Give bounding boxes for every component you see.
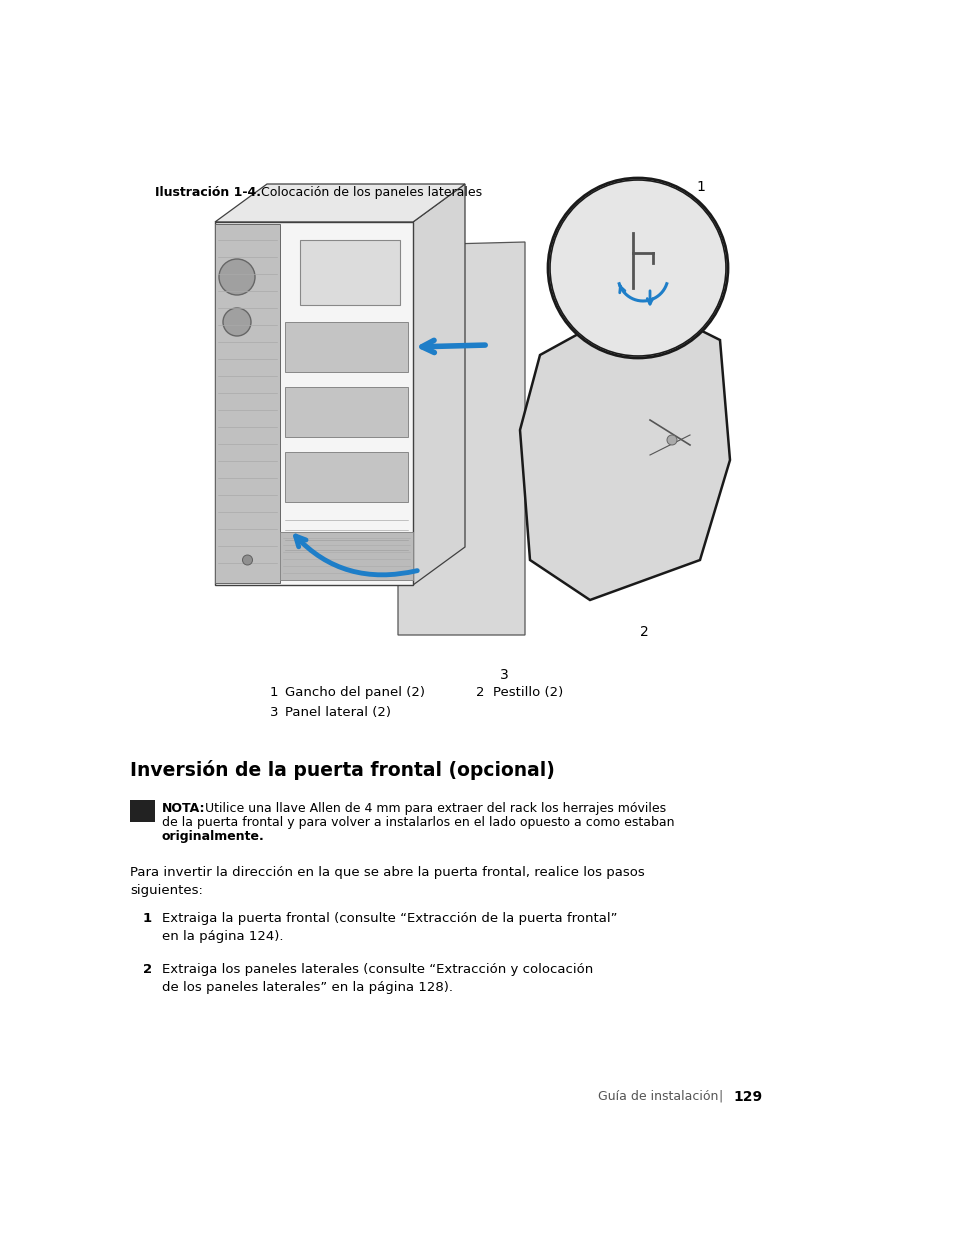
Text: 2: 2 [476,685,484,699]
Text: 129: 129 [732,1091,761,1104]
Text: Para invertir la dirección en la que se abre la puerta frontal, realice los paso: Para invertir la dirección en la que se … [130,866,644,879]
Circle shape [666,435,677,445]
Circle shape [242,555,253,564]
Circle shape [547,178,727,358]
Text: 3: 3 [269,706,277,719]
Text: Extraiga la puerta frontal (consulte “Extracción de la puerta frontal”: Extraiga la puerta frontal (consulte “Ex… [162,911,617,925]
Text: Pestillo (2): Pestillo (2) [493,685,562,699]
Polygon shape [285,322,408,372]
Polygon shape [214,224,280,583]
Text: Extraiga los paneles laterales (consulte “Extracción y colocación: Extraiga los paneles laterales (consulte… [162,963,593,976]
Text: Guía de instalación: Guía de instalación [598,1091,718,1103]
Polygon shape [397,242,524,635]
Polygon shape [413,184,464,585]
Circle shape [219,259,254,295]
Polygon shape [285,452,408,501]
Text: en la página 124).: en la página 124). [162,930,283,944]
Text: 3: 3 [499,668,508,682]
Polygon shape [214,184,464,222]
Text: |: | [718,1091,721,1103]
Polygon shape [280,532,413,580]
Text: Utilice una llave Allen de 4 mm para extraer del rack los herrajes móviles: Utilice una llave Allen de 4 mm para ext… [205,802,665,815]
Polygon shape [285,387,408,437]
Text: Colocación de los paneles laterales: Colocación de los paneles laterales [245,186,481,199]
Text: NOTA:: NOTA: [162,802,205,815]
Circle shape [223,308,251,336]
Text: 2: 2 [143,963,152,976]
Text: Gancho del panel (2): Gancho del panel (2) [285,685,424,699]
Text: 1: 1 [269,685,277,699]
Text: 1: 1 [143,911,152,925]
Text: Ilustración 1-4.: Ilustración 1-4. [154,186,261,199]
Text: originalmente.: originalmente. [162,830,265,844]
Polygon shape [519,300,729,600]
Text: 1: 1 [696,180,704,194]
Text: Panel lateral (2): Panel lateral (2) [285,706,391,719]
Text: 2: 2 [639,625,648,638]
Circle shape [550,180,725,356]
Text: siguientes:: siguientes: [130,884,203,897]
Polygon shape [214,222,413,585]
Text: Inversión de la puerta frontal (opcional): Inversión de la puerta frontal (opcional… [130,760,555,781]
Text: ✏: ✏ [133,820,146,834]
Text: de la puerta frontal y para volver a instalarlos en el lado opuesto a como estab: de la puerta frontal y para volver a ins… [162,816,674,829]
Polygon shape [130,800,154,823]
Polygon shape [299,240,399,305]
Text: de los paneles laterales” en la página 128).: de los paneles laterales” en la página 1… [162,981,453,994]
